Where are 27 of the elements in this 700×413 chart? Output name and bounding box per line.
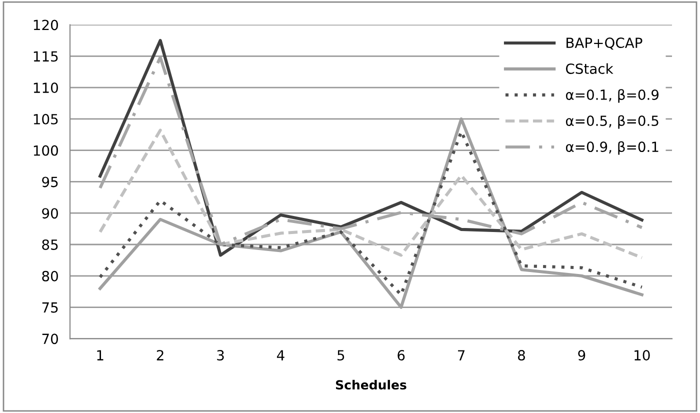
x-tick-label: 10 [634,350,650,361]
y-tick-label: 105 [34,114,58,124]
legend-label: CStack [566,63,614,74]
y-tick-label: 95 [42,176,58,188]
y-tick-label: 100 [34,145,58,156]
y-tick-label: 80 [42,270,58,282]
x-tick-label: 2 [156,350,164,360]
legend-label: α=0.1, β=0.9 [566,89,659,103]
x-tick-label: 9 [578,350,586,361]
y-tick-label: 115 [34,51,58,62]
x-tick-label: 5 [338,350,344,361]
y-tick-label: 70 [42,334,58,344]
y-tick-label: 90 [42,208,58,219]
x-tick-label: 6 [398,350,405,361]
y-tick-label: 120 [34,20,58,30]
y-tick-label: 75 [42,302,58,313]
legend-label: α=0.9, β=0.1 [566,141,658,155]
y-tick-label: 110 [34,82,58,94]
legend-label: BAP+QCAP [566,38,642,50]
x-tick-label: 8 [518,350,525,361]
legend-label: α=0.5, β=0.5 [566,115,658,129]
y-tick-label: 85 [42,239,58,250]
x-tick-label: 1 [97,350,104,360]
x-tick-label: 3 [217,350,224,361]
x-tick-label: 7 [458,350,465,360]
x-tick-label: 4 [276,350,284,360]
x-axis-title: Schedules [336,380,406,390]
